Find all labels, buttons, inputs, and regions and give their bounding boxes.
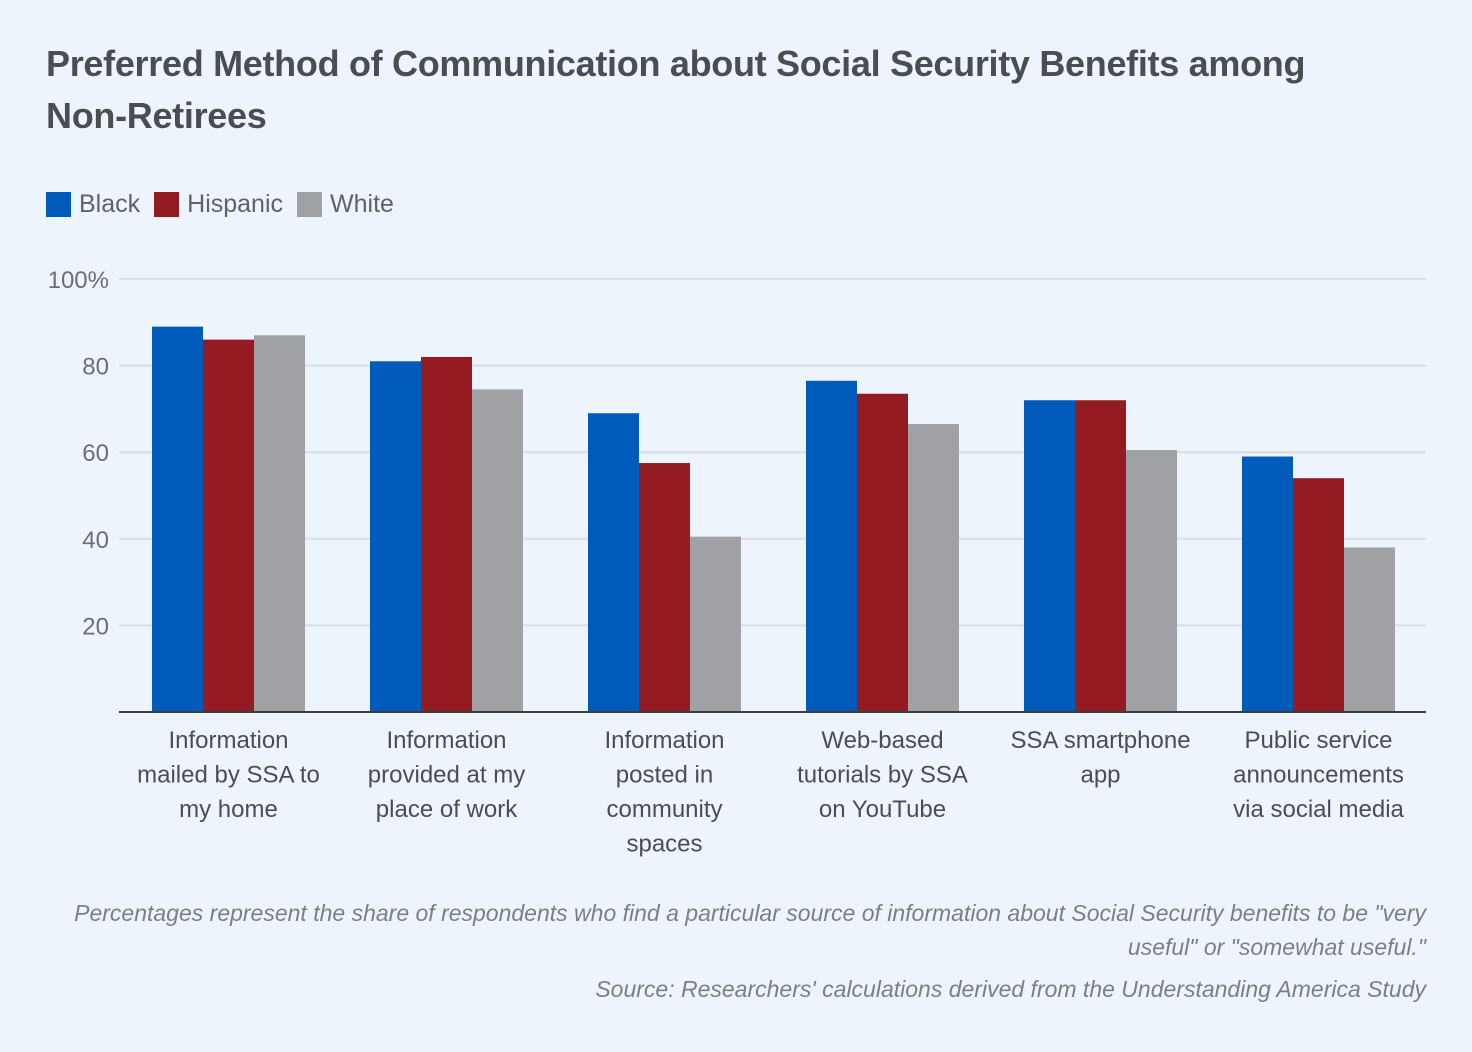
bar-black-2[interactable]: Black: 69% [588, 413, 639, 712]
bar-black-4[interactable]: Black: 72% [1024, 400, 1075, 712]
legend-swatch-white [297, 192, 323, 217]
y-tick-label: 80 [82, 354, 109, 381]
legend-item-black[interactable]: Black [46, 190, 140, 219]
bar-hispanic-1[interactable]: Hispanic: 82% [421, 356, 472, 712]
bar-hispanic-2[interactable]: Hispanic: 57.5% [639, 463, 690, 712]
x-tick-label: SSA smartphone app [1010, 727, 1190, 789]
x-tick-label: Information provided at my place of work [368, 727, 525, 823]
bar-hispanic-3[interactable]: Hispanic: 73.5% [857, 393, 908, 712]
x-tick-label: Web-based tutorials by SSA on YouTube [797, 727, 968, 823]
legend-swatch-hispanic [154, 192, 180, 217]
y-tick-label: 20 [82, 613, 109, 640]
bar-black-0[interactable]: Black: 89% [152, 326, 203, 712]
bar-hispanic-0[interactable]: Hispanic: 86% [203, 339, 254, 712]
legend-item-hispanic[interactable]: Hispanic [154, 190, 283, 219]
bar-white-0[interactable]: White: 87% [254, 335, 305, 712]
bar-black-5[interactable]: Black: 59% [1242, 456, 1293, 712]
legend-item-white[interactable]: White [297, 190, 394, 219]
bar-white-4[interactable]: White: 60.5% [1126, 450, 1177, 712]
x-tick-label: Information posted in community spaces [604, 727, 724, 858]
bar-white-2[interactable]: White: 40.5% [690, 536, 741, 712]
legend-swatch-black [46, 192, 71, 217]
x-tick-label: Public service announcements via social me… [1233, 727, 1404, 823]
chart-note: Percentages represent the share of respo… [74, 900, 1426, 960]
bar-white-1[interactable]: White: 74.5% [472, 389, 523, 712]
legend-label-hispanic: Hispanic [187, 190, 284, 218]
chart-source: Source: Researchers' calculations derive… [595, 976, 1426, 1002]
legend-label-black: Black [79, 190, 141, 218]
legend-label-white: White [330, 190, 394, 218]
bar-white-3[interactable]: White: 66.5% [908, 424, 959, 712]
bar-black-1[interactable]: Black: 81% [370, 361, 421, 712]
y-tick-label: 100% [48, 267, 109, 294]
bar-black-3[interactable]: Black: 76.5% [806, 380, 857, 712]
bar-white-5[interactable]: White: 38% [1344, 547, 1395, 712]
bar-hispanic-4[interactable]: Hispanic: 72% [1075, 400, 1126, 712]
y-tick-label: 60 [82, 440, 109, 467]
bar-hispanic-5[interactable]: Hispanic: 54% [1293, 478, 1344, 712]
chart-title: Preferred Method of Communication about … [46, 43, 1306, 136]
x-tick-label: Information mailed by SSA to my home [137, 727, 320, 823]
legend: Black Hispanic White [46, 190, 408, 219]
y-tick-label: 40 [82, 527, 109, 554]
